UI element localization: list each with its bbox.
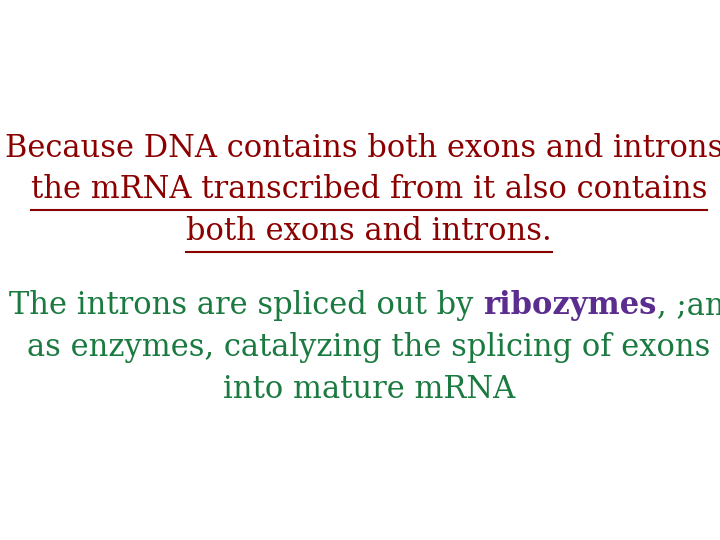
Text: Because DNA contains both exons and introns,: Because DNA contains both exons and intr… bbox=[5, 132, 720, 164]
Text: the mRNA transcribed from it also contains: the mRNA transcribed from it also contai… bbox=[31, 174, 707, 205]
Text: , ;and: , ;and bbox=[657, 291, 720, 321]
Text: as enzymes, catalyzing the splicing of exons: as enzymes, catalyzing the splicing of e… bbox=[27, 332, 711, 363]
Text: The introns are spliced out by: The introns are spliced out by bbox=[9, 291, 483, 321]
Text: ribozymes: ribozymes bbox=[483, 291, 657, 321]
Text: both exons and introns.: both exons and introns. bbox=[186, 215, 552, 247]
Text: into mature mRNA: into mature mRNA bbox=[223, 374, 515, 404]
